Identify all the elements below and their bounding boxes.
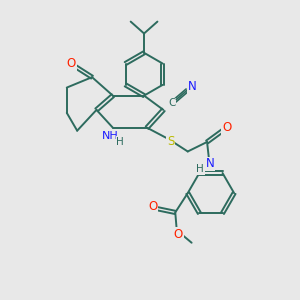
Text: C: C (168, 98, 176, 108)
Text: O: O (148, 200, 157, 213)
Text: O: O (67, 57, 76, 70)
Text: N: N (188, 80, 197, 93)
Text: NH: NH (102, 131, 119, 141)
Text: H: H (196, 164, 204, 174)
Text: O: O (173, 228, 183, 241)
Text: S: S (167, 135, 175, 148)
Text: H: H (116, 137, 124, 147)
Text: O: O (222, 121, 232, 134)
Text: N: N (206, 158, 214, 170)
